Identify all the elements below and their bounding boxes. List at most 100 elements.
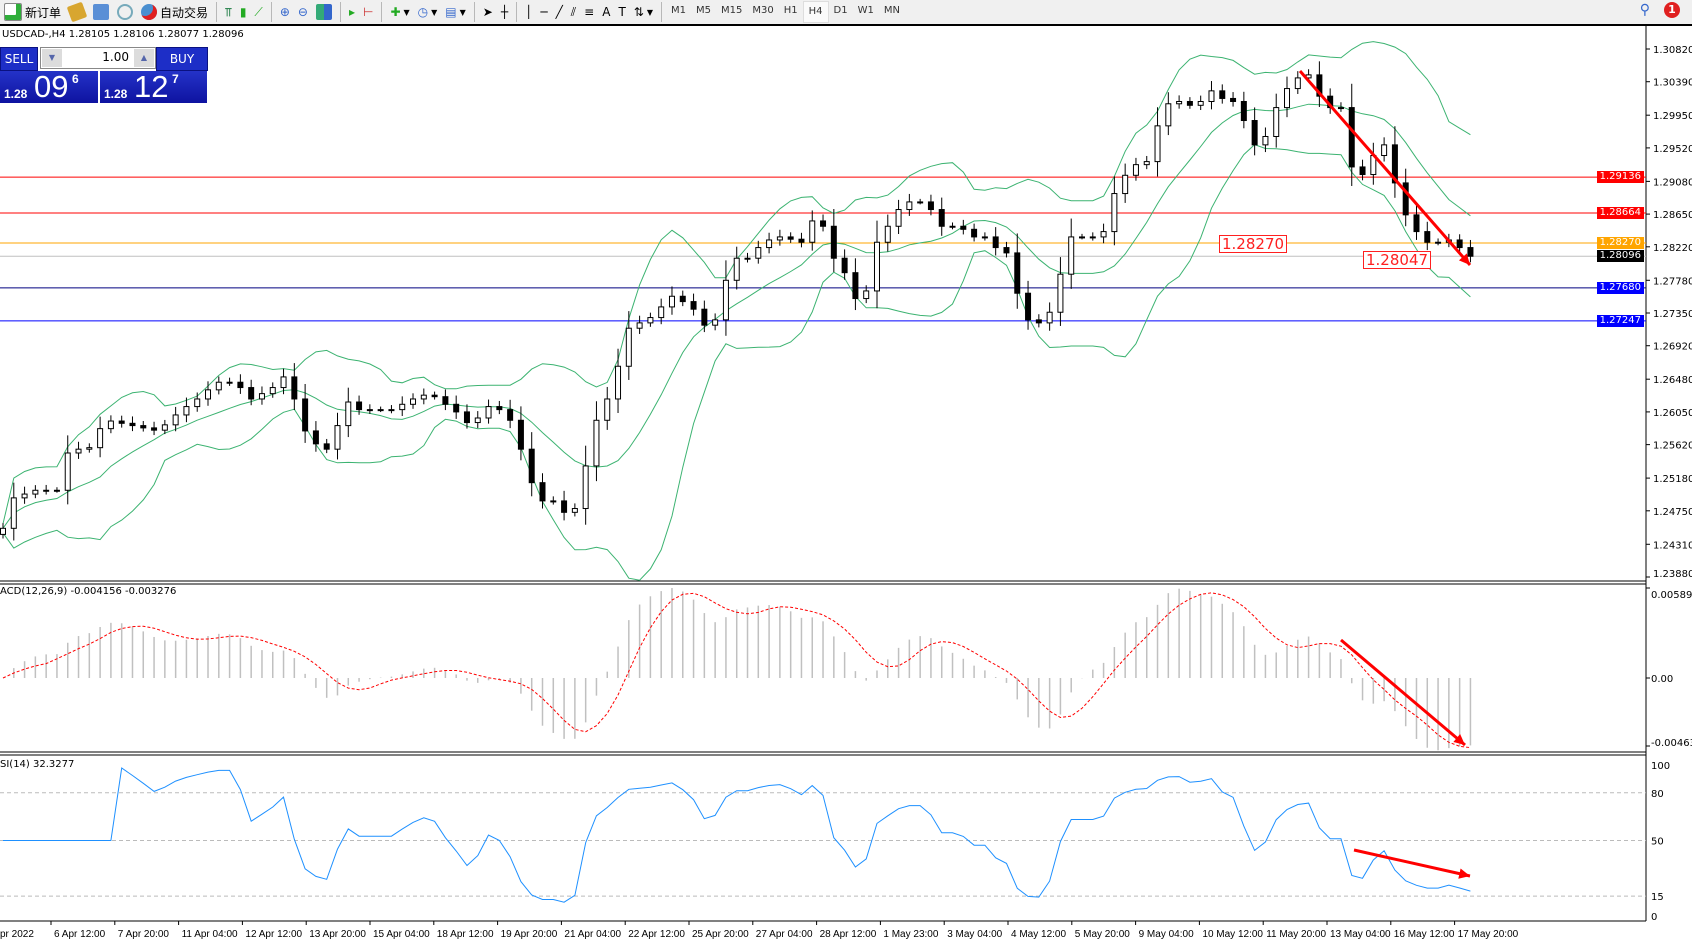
channel-button[interactable]: ⫽ xyxy=(567,1,580,23)
lot-size-input[interactable]: ▼ 1.00 ▲ xyxy=(40,47,156,69)
timeframe-w1[interactable]: W1 xyxy=(857,5,874,16)
auto-scroll-button[interactable]: ▸ xyxy=(345,1,359,23)
bear-candle-body xyxy=(442,396,449,405)
sell-button[interactable]: SELL xyxy=(0,47,38,71)
bull-candle-body xyxy=(873,241,880,292)
candle xyxy=(172,406,179,432)
text-icon: A xyxy=(602,5,611,19)
candle xyxy=(1176,95,1183,109)
candle xyxy=(1327,88,1334,114)
zoom-in-button[interactable]: ⊕ xyxy=(276,1,294,23)
horizontal-line-button[interactable]: ─ xyxy=(536,1,551,23)
notification-badge[interactable]: 1 xyxy=(1664,2,1680,18)
bull-candle-body xyxy=(334,425,341,450)
text-label-button[interactable]: T xyxy=(614,1,629,23)
candle xyxy=(712,313,719,331)
templates-button[interactable]: ▤ ▼ xyxy=(441,1,470,23)
cursor-button[interactable]: ➤ xyxy=(479,1,497,23)
price-callout[interactable]: 1.28270 xyxy=(1219,235,1288,253)
trendline-button[interactable]: ╱ xyxy=(552,1,567,23)
candle xyxy=(334,412,341,460)
candle xyxy=(766,232,773,254)
candle xyxy=(787,232,794,243)
lot-increase-button[interactable]: ▲ xyxy=(134,49,154,67)
lot-decrease-button[interactable]: ▼ xyxy=(42,49,62,67)
candle xyxy=(410,393,417,409)
candle xyxy=(1014,233,1021,309)
arrows-button[interactable]: ⇅ ▼ xyxy=(630,1,657,23)
bull-candle-body xyxy=(21,493,28,499)
bar-chart-icon: ⫪ xyxy=(225,4,232,19)
line-chart-icon: ⟋ xyxy=(254,4,263,19)
zoom-out-icon: ⊖ xyxy=(297,5,308,19)
zoom-out-button[interactable]: ⊖ xyxy=(294,1,312,23)
candle xyxy=(938,197,945,236)
tile-windows-button[interactable] xyxy=(312,1,336,23)
bear-candle-body xyxy=(679,295,686,303)
lot-value[interactable]: 1.00 xyxy=(102,50,129,64)
bull-candle-body xyxy=(582,465,589,510)
periods-button[interactable]: ◷ ▼ xyxy=(414,1,442,23)
candle xyxy=(1057,257,1064,326)
rsi-axis-label: 80 xyxy=(1651,789,1664,800)
chart-shift-icon: ⊢ xyxy=(362,5,374,19)
sell-price[interactable]: 1.28 09 6 xyxy=(0,71,98,103)
bull-candle-body xyxy=(755,247,762,259)
arrow-shaft xyxy=(1298,70,1472,266)
candle xyxy=(744,252,751,263)
candlestick-button[interactable]: ▮ xyxy=(236,1,251,23)
timeframe-m5[interactable]: M5 xyxy=(696,5,711,16)
timeframe-h4[interactable]: H4 xyxy=(802,1,829,23)
candle xyxy=(1003,241,1010,258)
navigator-button[interactable] xyxy=(89,1,113,23)
bear-candle-body xyxy=(690,301,697,310)
price-axis-label: 1.30390 xyxy=(1653,78,1692,89)
candle xyxy=(1100,223,1107,244)
sell-price-prefix: 1.28 xyxy=(4,87,28,101)
fibonacci-button[interactable]: ≡ xyxy=(580,1,598,23)
timeframe-m30[interactable]: M30 xyxy=(752,5,774,16)
timeframe-mn[interactable]: MN xyxy=(883,5,900,16)
signals-button[interactable] xyxy=(113,1,137,23)
candle xyxy=(960,219,967,235)
candle xyxy=(97,416,104,458)
bull-candle-body xyxy=(647,317,654,324)
line-chart-button[interactable]: ⟋ xyxy=(250,1,266,23)
chart-shift-button[interactable]: ⊢ xyxy=(359,1,377,23)
bear-candle-body xyxy=(1035,319,1042,324)
bar-chart-button[interactable]: ⫪ xyxy=(221,1,236,23)
auto-trading-button[interactable]: 自动交易 xyxy=(137,1,212,23)
candle xyxy=(151,421,158,436)
bull-candle-body xyxy=(636,322,643,329)
candle xyxy=(1262,127,1269,153)
bull-candle-body xyxy=(1057,273,1064,313)
bull-candle-body xyxy=(1111,193,1118,233)
timeframe-m15[interactable]: M15 xyxy=(721,5,743,16)
vertical-line-button[interactable]: │ xyxy=(521,1,536,23)
bull-candle-body xyxy=(712,319,719,326)
bull-candle-body xyxy=(215,381,222,391)
bear-candle-body xyxy=(291,376,298,400)
search-icon[interactable]: ⚲ xyxy=(1639,2,1650,18)
bear-candle-body xyxy=(960,225,967,230)
bear-candle-body xyxy=(323,443,330,450)
text-button[interactable]: A xyxy=(598,1,614,23)
bear-candle-body xyxy=(431,394,438,398)
sell-price-pips: 09 xyxy=(34,71,69,103)
timeframe-h1[interactable]: H1 xyxy=(783,5,798,16)
timeframe-d1[interactable]: D1 xyxy=(833,5,848,16)
new-order-button[interactable]: 新订单 xyxy=(0,1,65,23)
price-callout[interactable]: 1.28047 xyxy=(1363,251,1432,269)
candle xyxy=(809,210,816,251)
timeframe-m1[interactable]: M1 xyxy=(671,5,686,16)
candle xyxy=(1079,233,1085,240)
indicators-button[interactable]: ✚ ▼ xyxy=(386,1,413,23)
crosshair-button[interactable]: ┼ xyxy=(497,1,512,23)
candle xyxy=(776,229,783,246)
date-axis-label: 7 Apr 20:00 xyxy=(117,929,169,940)
buy-button[interactable]: BUY xyxy=(156,47,208,71)
level-price-tag: 1.27680 xyxy=(1596,281,1644,294)
bear-candle-body xyxy=(129,422,136,427)
buy-price[interactable]: 1.28 12 7 xyxy=(100,71,207,103)
